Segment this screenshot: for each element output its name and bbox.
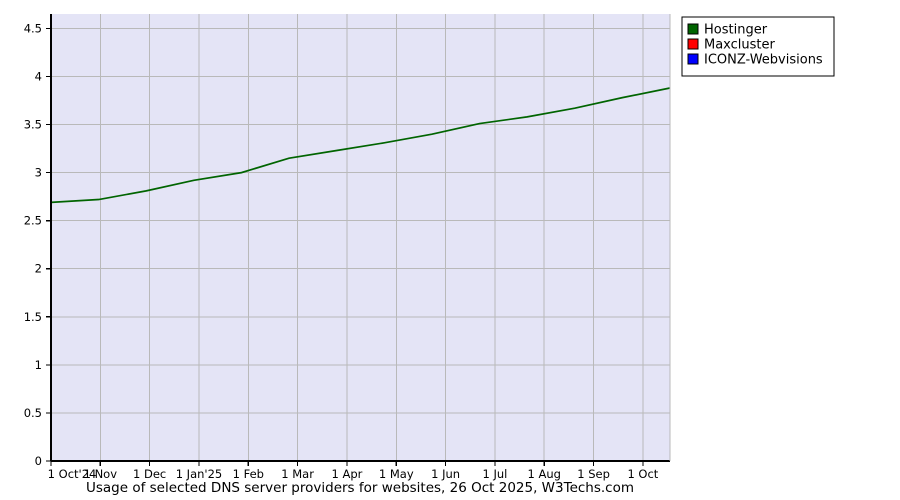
x-axis-tick-labels: 1 Oct'241 Nov 1 Dec 1 Jan'25 1 Feb 1 Mar 1 Ap… — [48, 461, 659, 481]
x-tick-label: 1 Apr — [331, 467, 362, 481]
legend-label: ICONZ-Webvisions — [704, 53, 823, 68]
legend-swatch-maxcluster — [687, 38, 699, 50]
x-tick-label: 1 Oct'24 — [48, 467, 97, 481]
y-tick-label: 4 — [35, 69, 42, 83]
x-tick-label: 1 Jan'25 — [176, 467, 223, 481]
y-axis-tick-labels: 0 0.5 1 1.5 2 2.5 3 3.5 4 4.5 — [24, 21, 51, 468]
x-tick-label: 1 Dec — [133, 467, 166, 481]
x-tick-label: 1 Jun — [431, 467, 460, 481]
plot-background — [51, 14, 670, 461]
x-tick-label: 1 Jul — [482, 467, 507, 481]
y-tick-label: 4.5 — [24, 21, 42, 35]
x-tick-label: 1 May — [379, 467, 414, 481]
x-tick-label: 1 Aug — [528, 467, 561, 481]
x-tick-label: 1 Nov — [84, 467, 118, 481]
gridlines — [51, 14, 670, 461]
plot-area-background — [51, 14, 670, 461]
x-tick-label: 1 Sep — [577, 467, 610, 481]
chart-caption: Usage of selected DNS server providers f… — [86, 480, 634, 496]
legend-swatch-iconz-webvisions — [687, 53, 699, 65]
y-tick-label: 1.5 — [24, 310, 42, 324]
x-tick-label: 1 Mar — [281, 467, 314, 481]
legend-label: Hostinger — [704, 23, 768, 38]
axis-lines — [50, 14, 671, 462]
y-tick-label: 1 — [35, 358, 42, 372]
y-tick-label: 0 — [35, 454, 42, 468]
x-tick-label: 1 Feb — [233, 467, 264, 481]
y-tick-label: 0.5 — [24, 406, 42, 420]
y-tick-label: 3 — [35, 166, 42, 180]
legend-label: Maxcluster — [704, 38, 776, 53]
y-tick-label: 2.5 — [24, 214, 42, 228]
x-tick-label: 1 Oct — [627, 467, 658, 481]
legend-swatch-hostinger — [687, 23, 699, 35]
y-tick-label: 3.5 — [24, 118, 42, 132]
y-tick-label: 2 — [35, 262, 42, 276]
series-line-hostinger — [50, 87, 671, 204]
legend-box — [681, 16, 835, 77]
